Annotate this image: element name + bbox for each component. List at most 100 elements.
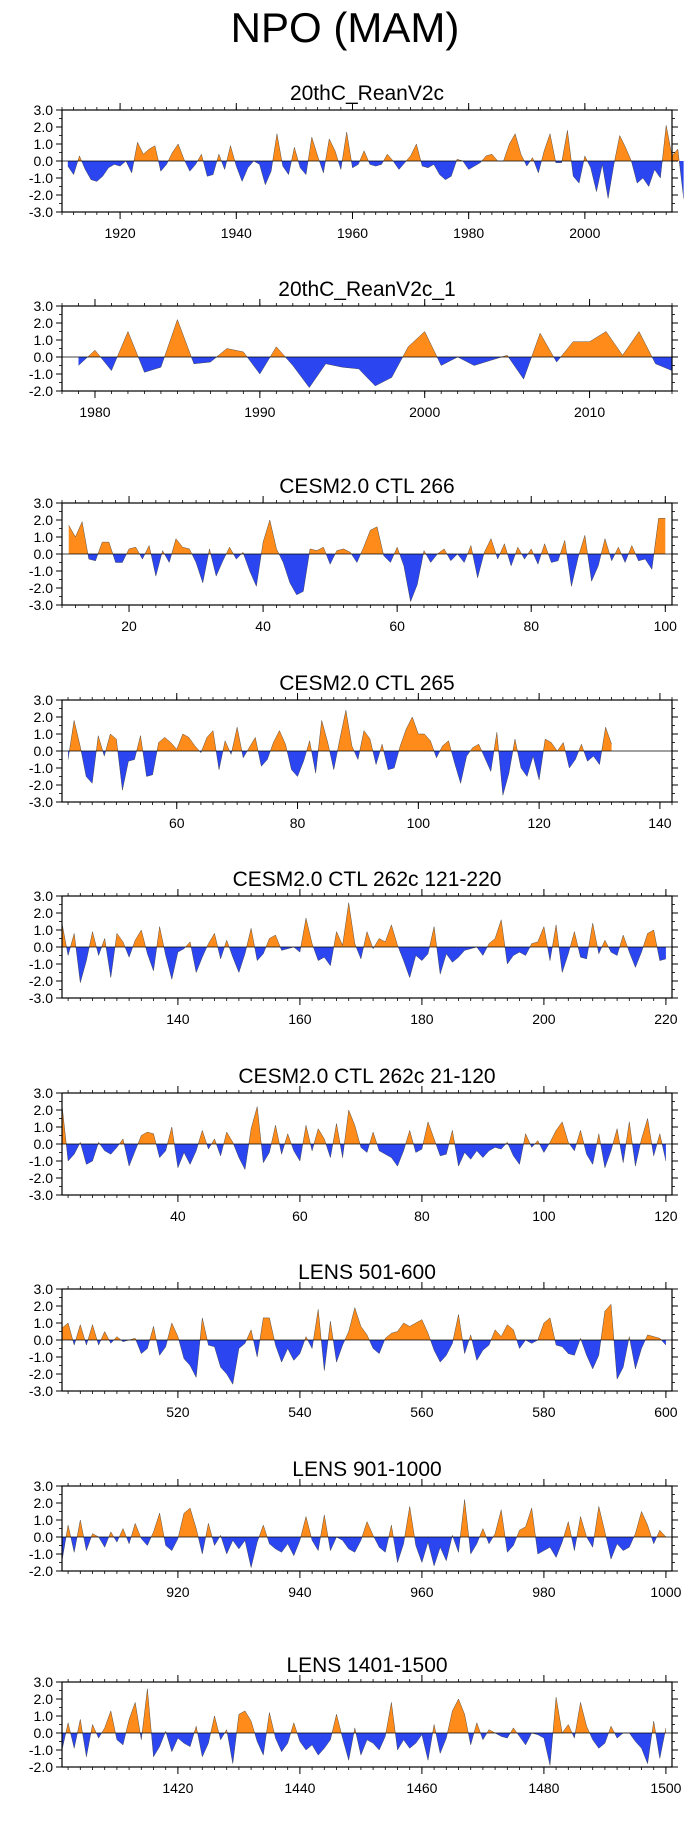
series-line [61, 902, 666, 983]
x-tick-label: 940 [288, 1584, 312, 1600]
chart-title: CESM2.0 CTL 262c 21-120 [238, 1065, 495, 1088]
x-tick-label: 20 [121, 618, 137, 634]
y-tick-label: 1.0 [34, 332, 54, 348]
y-tick-label: -2.0 [29, 973, 53, 989]
series-line [78, 319, 673, 388]
x-tick-label: 2000 [409, 404, 440, 420]
positive-area [67, 125, 684, 161]
chart-title: CESM2.0 CTL 262c 121-220 [233, 868, 502, 891]
y-tick-label: 3.0 [34, 102, 54, 118]
y-tick-label: 1.0 [34, 136, 54, 152]
y-tick-label: 2.0 [34, 512, 54, 528]
negative-area [62, 1733, 666, 1766]
y-tick-label: -3.0 [29, 1383, 53, 1399]
y-tick-label: 1.0 [34, 1119, 54, 1135]
y-tick-label: 3.0 [34, 495, 54, 511]
x-tick-label: 80 [414, 1208, 430, 1224]
chart-panel-1: 20thC_ReanV2c 3.02.01.00.0-1.0-2.0-3.0 192… [29, 82, 684, 241]
y-tick-label: 0.0 [34, 153, 54, 169]
positive-area [78, 319, 673, 357]
y-tick-label: 3.0 [34, 1674, 54, 1690]
x-tick-label: 1440 [284, 1780, 315, 1796]
x-tick-label: 100 [532, 1208, 556, 1224]
y-tick-label: -2.0 [29, 580, 53, 596]
y-tick-label: 1.0 [34, 1512, 54, 1528]
y-tick-label: 2.0 [34, 1298, 54, 1314]
x-tick-label: 80 [290, 815, 306, 831]
y-tick-label: 1.0 [34, 1708, 54, 1724]
y-tick-label: 0.0 [34, 743, 54, 759]
x-tick-label: 1920 [105, 225, 136, 241]
y-tick-label: 0.0 [34, 349, 54, 365]
y-tick-label: 1.0 [34, 1315, 54, 1331]
y-tick-label: -1.0 [29, 1546, 53, 1562]
x-tick-label: 180 [410, 1011, 434, 1027]
negative-area [62, 1144, 666, 1170]
x-tick-label: 960 [410, 1584, 434, 1600]
chart-title: 20thC_ReanV2c_1 [278, 278, 455, 301]
series-line [61, 1104, 667, 1171]
y-tick-label: 0.0 [34, 1332, 54, 1348]
x-tick-label: 60 [169, 815, 185, 831]
x-tick-label: 220 [654, 1011, 678, 1027]
y-tick-label: 3.0 [34, 1478, 54, 1494]
series-line [68, 518, 666, 603]
x-tick-label: 160 [288, 1011, 312, 1027]
y-tick-label: -1.0 [29, 366, 53, 382]
y-tick-label: 2.0 [34, 1102, 54, 1118]
main-title: NPO (MAM) [230, 4, 460, 51]
y-tick-label: 3.0 [34, 692, 54, 708]
y-tick-label: -2.0 [29, 383, 53, 399]
series-line [61, 1499, 667, 1568]
chart-panel-3: CESM2.0 CTL 266 3.02.01.00.0-1.0-2.0-3.0 2… [29, 475, 678, 634]
y-tick-label: 0.0 [34, 1136, 54, 1152]
x-tick-label: 60 [292, 1208, 308, 1224]
chart-panel-7: LENS 501-600 3.02.01.00.0-1.0-2.0-3.0 520 5… [29, 1261, 678, 1420]
chart-panel-5: CESM2.0 CTL 262c 121-220 3.02.01.00.0-1.0… [29, 868, 678, 1027]
y-tick-label: 2.0 [34, 905, 54, 921]
x-tick-label: 1420 [162, 1780, 193, 1796]
x-tick-label: 120 [527, 815, 551, 831]
y-tick-label: 2.0 [34, 315, 54, 331]
x-tick-label: 2010 [574, 404, 605, 420]
x-tick-label: 1480 [528, 1780, 559, 1796]
x-tick-label: 1980 [79, 404, 110, 420]
y-tick-label: 0.0 [34, 939, 54, 955]
x-tick-label: 560 [410, 1404, 434, 1420]
y-tick-label: 0.0 [34, 546, 54, 562]
series-line [61, 1688, 667, 1766]
x-tick-label: 540 [288, 1404, 312, 1420]
x-tick-label: 200 [532, 1011, 556, 1027]
series-line [61, 1303, 667, 1385]
series-line [67, 710, 612, 796]
y-tick-label: -2.0 [29, 1759, 53, 1775]
positive-area [62, 902, 666, 947]
x-tick-label: 1940 [221, 225, 252, 241]
x-tick-label: 100 [654, 618, 678, 634]
x-tick-label: 100 [407, 815, 431, 831]
y-tick-label: 2.0 [34, 1495, 54, 1511]
y-tick-label: -2.0 [29, 1563, 53, 1579]
y-tick-label: -1.0 [29, 760, 53, 776]
chart-panel-4: CESM2.0 CTL 265 3.02.01.00.0-1.0-2.0-3.0 6… [29, 672, 678, 831]
x-tick-label: 600 [654, 1404, 678, 1420]
y-tick-label: -3.0 [29, 597, 53, 613]
x-tick-label: 140 [648, 815, 672, 831]
y-tick-label: -1.0 [29, 563, 53, 579]
x-tick-label: 1460 [406, 1780, 437, 1796]
negative-area [68, 751, 612, 796]
y-tick-label: 2.0 [34, 1691, 54, 1707]
chart-panel-2: 20thC_ReanV2c_1 3.02.01.00.0-1.0-2.0 1980 1… [29, 278, 678, 420]
y-tick-label: 0.0 [34, 1529, 54, 1545]
x-tick-label: 520 [166, 1404, 190, 1420]
x-tick-label: 80 [523, 618, 539, 634]
y-tick-label: 3.0 [34, 888, 54, 904]
x-tick-label: 1990 [244, 404, 275, 420]
y-tick-label: 1.0 [34, 529, 54, 545]
chart-title: LENS 501-600 [298, 1261, 436, 1284]
y-tick-label: -2.0 [29, 1366, 53, 1382]
y-tick-label: 0.0 [34, 1725, 54, 1741]
y-tick-label: -2.0 [29, 187, 53, 203]
x-tick-label: 140 [166, 1011, 190, 1027]
